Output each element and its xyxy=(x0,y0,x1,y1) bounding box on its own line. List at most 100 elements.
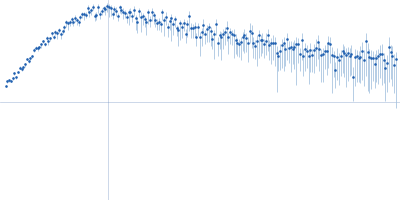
Point xyxy=(378,52,385,55)
Point xyxy=(256,34,262,37)
Point xyxy=(245,41,251,44)
Point xyxy=(227,31,234,34)
Point xyxy=(316,48,322,51)
Point xyxy=(362,39,369,43)
Point xyxy=(49,32,55,35)
Point xyxy=(24,57,30,61)
Point xyxy=(161,18,168,22)
Point xyxy=(6,79,12,82)
Point xyxy=(179,25,185,28)
Point xyxy=(4,79,10,83)
Point xyxy=(79,13,86,16)
Point xyxy=(70,20,76,24)
Point xyxy=(314,40,321,43)
Point xyxy=(224,26,230,30)
Point xyxy=(370,56,376,59)
Point xyxy=(391,63,398,66)
Point xyxy=(34,46,41,49)
Point xyxy=(170,23,176,26)
Point xyxy=(216,34,223,37)
Point xyxy=(241,34,248,37)
Point xyxy=(309,53,316,56)
Point xyxy=(238,41,244,44)
Point xyxy=(27,57,34,60)
Point xyxy=(393,57,399,61)
Point xyxy=(100,7,107,10)
Point xyxy=(268,42,274,45)
Point xyxy=(150,14,157,17)
Point xyxy=(184,22,191,25)
Point xyxy=(220,33,226,36)
Point xyxy=(65,22,71,25)
Point xyxy=(188,26,194,29)
Point xyxy=(230,33,237,36)
Point xyxy=(295,43,301,46)
Point xyxy=(120,11,126,14)
Point xyxy=(164,25,171,28)
Point xyxy=(248,31,255,34)
Point xyxy=(40,39,46,43)
Point xyxy=(22,62,28,65)
Point xyxy=(339,50,346,53)
Point xyxy=(209,37,216,40)
Point xyxy=(329,53,335,57)
Point xyxy=(140,15,146,18)
Point xyxy=(20,65,26,68)
Point xyxy=(177,22,184,25)
Point xyxy=(29,55,36,58)
Point xyxy=(389,54,396,58)
Point xyxy=(156,21,162,24)
Point xyxy=(232,39,239,42)
Point xyxy=(296,52,303,55)
Point xyxy=(138,15,144,18)
Point xyxy=(282,48,289,51)
Point xyxy=(102,7,108,10)
Point xyxy=(136,10,142,13)
Point xyxy=(63,20,69,23)
Point xyxy=(109,12,116,15)
Point xyxy=(166,20,173,23)
Point xyxy=(31,48,37,51)
Point xyxy=(198,30,205,33)
Point xyxy=(341,51,348,55)
Point xyxy=(300,54,306,57)
Point xyxy=(359,50,365,53)
Point xyxy=(311,48,317,52)
Point xyxy=(18,68,25,71)
Point xyxy=(154,21,160,25)
Point xyxy=(263,39,269,42)
Point xyxy=(148,10,155,13)
Point xyxy=(193,35,200,38)
Point xyxy=(334,55,340,58)
Point xyxy=(380,58,387,62)
Point xyxy=(159,11,166,14)
Point xyxy=(218,35,224,39)
Point xyxy=(336,58,342,61)
Point xyxy=(106,5,112,8)
Point xyxy=(273,51,280,54)
Point xyxy=(277,50,283,53)
Point xyxy=(8,80,14,83)
Point xyxy=(266,44,273,47)
Point xyxy=(11,71,18,74)
Point xyxy=(214,42,221,45)
Point xyxy=(236,42,242,45)
Point xyxy=(364,50,371,53)
Point xyxy=(372,62,378,65)
Point xyxy=(77,16,84,19)
Point xyxy=(92,14,98,18)
Point xyxy=(322,49,328,53)
Point xyxy=(373,56,380,60)
Point xyxy=(15,71,21,74)
Point xyxy=(200,23,207,26)
Point xyxy=(346,54,353,57)
Point xyxy=(143,21,150,24)
Point xyxy=(345,52,351,55)
Point xyxy=(357,56,364,59)
Point xyxy=(52,31,59,34)
Point xyxy=(288,45,294,49)
Point xyxy=(168,16,174,19)
Point xyxy=(234,41,240,44)
Point xyxy=(191,26,198,29)
Point xyxy=(286,46,292,49)
